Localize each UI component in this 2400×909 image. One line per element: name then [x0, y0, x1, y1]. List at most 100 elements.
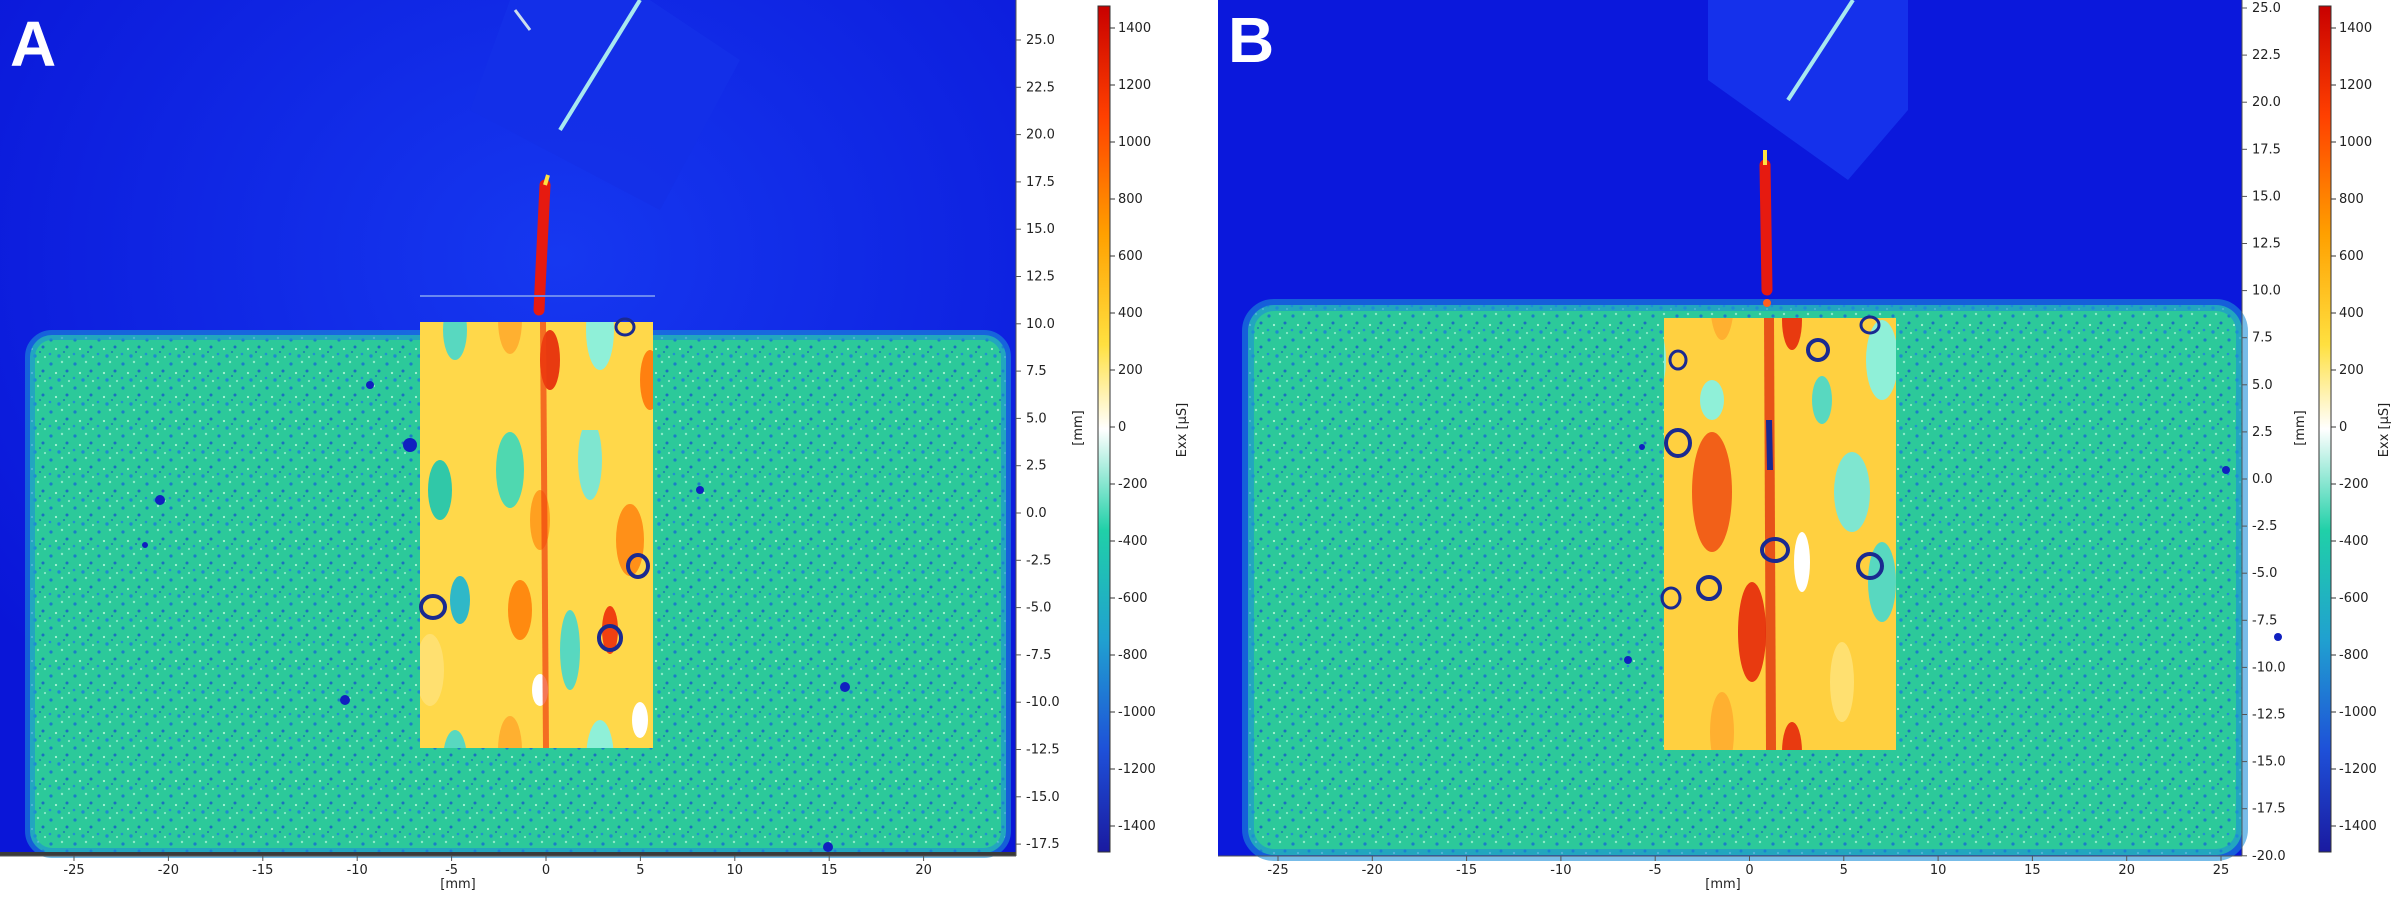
fixture-shadow — [1708, 0, 1908, 180]
y-tick-label: -2.5 — [2252, 519, 2277, 534]
colorbar — [1097, 5, 1111, 853]
x-tick-label: 20 — [915, 863, 932, 878]
y-tick-label: -12.5 — [2252, 708, 2286, 723]
y-axis-ticks: 25.0 22.5 20.0 17.5 15.0 12.5 10.0 7.5 5.0 2.5 0.0… — [2242, 1, 2286, 864]
colorbar-label: Exx [µS] — [2377, 403, 2392, 457]
y-tick-label: 20.0 — [2252, 95, 2281, 110]
crack — [533, 179, 551, 316]
y-tick-label: 17.5 — [2252, 142, 2281, 157]
colorbar-tick-label: -400 — [2339, 534, 2369, 549]
y-tick-label: -7.5 — [1026, 648, 1051, 663]
crack — [1759, 159, 1773, 296]
x-tick-label: -15 — [1456, 863, 1477, 878]
y-tick-label: 5.0 — [2252, 378, 2273, 393]
y-tick-label: 12.5 — [2252, 237, 2281, 252]
colorbar — [2318, 5, 2332, 853]
colorbar-tick-label: -200 — [1118, 477, 1148, 492]
colorbar-tick-label: 200 — [1118, 363, 1143, 378]
y-tick-label: 17.5 — [1026, 175, 1055, 190]
x-tick-label: 10 — [1930, 863, 1947, 878]
x-tick-label: -20 — [158, 863, 179, 878]
colorbar-tick-label: 1000 — [1118, 135, 1151, 150]
colorbar-tick-label: 1200 — [1118, 78, 1151, 93]
x-tick-label: 15 — [821, 863, 838, 878]
x-tick-label: -10 — [347, 863, 368, 878]
x-tick-label: -25 — [63, 863, 84, 878]
y-tick-label: -10.0 — [1026, 695, 1060, 710]
colorbar-tick-label: -1200 — [2339, 762, 2377, 777]
y-tick-label: 12.5 — [1026, 270, 1055, 285]
colorbar-tick-label: 400 — [1118, 306, 1143, 321]
fixture-line — [558, 0, 642, 132]
colorbar-tick-label: -1000 — [1118, 705, 1156, 720]
x-tick-label: 0 — [1745, 863, 1753, 878]
y-tick-label: 25.0 — [1026, 33, 1055, 48]
fixture-shadow — [470, 0, 740, 210]
y-tick-label: 15.0 — [2252, 189, 2281, 204]
colorbar-tick-label: 600 — [1118, 249, 1143, 264]
colorbar-tick-label: 800 — [2339, 192, 2364, 207]
colorbar-tick-label: -800 — [2339, 648, 2369, 663]
y-tick-label: -7.5 — [2252, 613, 2277, 628]
x-tick-label: 15 — [2024, 863, 2041, 878]
x-axis-ticks: -25 -20 -15 -10 -5 0 5 10 15 20 25 — [1267, 856, 2229, 878]
colorbar-tick-label: -600 — [1118, 591, 1148, 606]
colorbar-tick-label: -1200 — [1118, 762, 1156, 777]
y-tick-label: 22.5 — [2252, 48, 2281, 63]
y-axis-label: [mm] — [2293, 410, 2308, 445]
y-tick-label: 7.5 — [1026, 364, 1047, 379]
x-axis-label: [mm] — [1705, 877, 1740, 892]
colorbar-tick-label: -600 — [2339, 591, 2369, 606]
colorbar-ticks: 1400 1200 1000 800 600 400 200 0 -200 -400 -600 -80… — [2331, 21, 2377, 834]
x-tick-label: -10 — [1550, 863, 1571, 878]
colorbar-tick-label: -200 — [2339, 477, 2369, 492]
strain-overlay — [420, 322, 653, 748]
y-tick-label: 2.5 — [1026, 459, 1047, 474]
colorbar-tick-label: 1400 — [1118, 21, 1151, 36]
y-tick-label: -15.0 — [2252, 755, 2286, 770]
y-tick-label: 15.0 — [1026, 222, 1055, 237]
x-tick-label: -5 — [1649, 863, 1662, 878]
colorbar-tick-label: 800 — [1118, 192, 1143, 207]
y-tick-label: 25.0 — [2252, 1, 2281, 16]
y-tick-label: -2.5 — [1026, 553, 1051, 568]
y-tick-label: -5.0 — [2252, 566, 2277, 581]
y-tick-label: 7.5 — [2252, 331, 2273, 346]
colorbar-tick-label: -1400 — [2339, 819, 2377, 834]
panel-b-figure: B -25 -20 -15 -10 -5 0 5 10 15 20 25 [mm] 25.0 22.5… — [1218, 0, 2392, 892]
y-tick-label: -17.5 — [1026, 837, 1060, 852]
colorbar-tick-label: 1400 — [2339, 21, 2372, 36]
y-tick-label: 10.0 — [2252, 284, 2281, 299]
panel-letter: A — [10, 8, 56, 80]
colorbar-tick-label: 1000 — [2339, 135, 2372, 150]
fixture-edge — [513, 9, 532, 31]
y-tick-label: -15.0 — [1026, 790, 1060, 805]
colorbar-tick-label: 0 — [2339, 420, 2347, 435]
colorbar-tick-label: 400 — [2339, 306, 2364, 321]
y-tick-label: -20.0 — [2252, 849, 2286, 864]
y-tick-label: -12.5 — [1026, 743, 1060, 758]
colorbar-tick-label: 600 — [2339, 249, 2364, 264]
panel-a-figure: A -25 -20 -15 -10 -5 0 5 10 15 20 [mm] 25.0 22.5 20… — [0, 0, 1190, 892]
x-axis-ticks: -25 -20 -15 -10 -5 0 5 10 15 20 — [63, 856, 932, 878]
x-axis-label: [mm] — [440, 877, 475, 892]
x-tick-label: 5 — [1840, 863, 1848, 878]
y-tick-label: 10.0 — [1026, 317, 1055, 332]
colorbar-tick-label: -400 — [1118, 534, 1148, 549]
colorbar-tick-label: -1000 — [2339, 705, 2377, 720]
panel-letter: B — [1228, 4, 1274, 76]
colorbar-ticks: 1400 1200 1000 800 600 400 200 0 -200 -400 -600 -80… — [1110, 21, 1156, 834]
panel-a: A -25 -20 -15 -10 -5 0 5 10 15 20 [mm] 25.0 22.5 20… — [0, 0, 1200, 904]
x-tick-label: 0 — [542, 863, 550, 878]
colorbar-tick-label: 0 — [1118, 420, 1126, 435]
x-tick-label: -20 — [1362, 863, 1383, 878]
y-tick-label: 0.0 — [1026, 506, 1047, 521]
colorbar-label: Exx [µS] — [1175, 403, 1190, 457]
strain-overlay — [1664, 318, 1896, 750]
y-tick-label: 22.5 — [1026, 80, 1055, 95]
x-tick-label: 20 — [2118, 863, 2135, 878]
y-tick-label: -5.0 — [1026, 601, 1051, 616]
fixture-line — [1786, 0, 1855, 102]
colorbar-tick-label: 200 — [2339, 363, 2364, 378]
y-axis-label: [mm] — [1071, 410, 1086, 445]
